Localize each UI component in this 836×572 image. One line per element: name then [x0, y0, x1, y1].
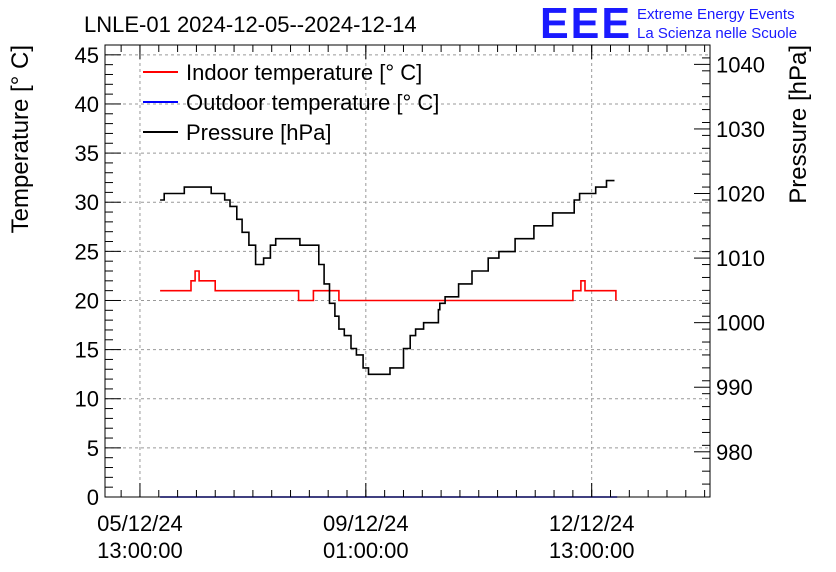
y-left-tick-label: 10: [75, 387, 99, 412]
x-tick-label-date: 12/12/24: [549, 511, 635, 536]
legend-label-indoor: Indoor temperature [° C]: [186, 60, 422, 85]
eee-logo-line2: La Scienza nelle Scuole: [637, 25, 797, 42]
y-left-tick-label: 5: [87, 436, 99, 461]
y-right-tick-label: 1030: [716, 117, 765, 142]
y-left-tick-label: 35: [75, 141, 99, 166]
y-left-tick-label: 25: [75, 239, 99, 264]
y-right-tick-label: 1000: [716, 311, 765, 336]
legend-label-pressure: Pressure [hPa]: [186, 120, 332, 145]
y-right-tick-label: 1020: [716, 182, 765, 207]
eee-logo-mark: EEE: [540, 0, 632, 48]
y-left-tick-label: 15: [75, 338, 99, 363]
legend-label-outdoor: Outdoor temperature [° C]: [186, 90, 439, 115]
chart-title: LNLE-01 2024-12-05--2024-12-14: [84, 12, 417, 37]
x-tick-label-time: 13:00:00: [97, 538, 183, 563]
y-left-tick-label: 0: [87, 485, 99, 510]
eee-logo: EEE Extreme Energy Events La Scienza nel…: [540, 0, 797, 48]
x-tick-label-date: 05/12/24: [97, 511, 183, 536]
y-right-tick-label: 1040: [716, 52, 765, 77]
x-tick-label-time: 01:00:00: [323, 538, 409, 563]
x-tick-label-date: 09/12/24: [323, 511, 409, 536]
legend: Indoor temperature [° C] Outdoor tempera…: [143, 60, 439, 145]
y-axis-right-title: Pressure [hPa]: [785, 45, 812, 204]
axes: 0 5 10 15 20 25 30 35 40 45 980 990 1000 1010 1020 1030…: [75, 43, 765, 563]
y-right-tick-label: 980: [716, 440, 753, 465]
series-layer: [160, 179, 618, 498]
y-left-tick-label: 20: [75, 288, 99, 313]
y-left-tick-label: 40: [75, 92, 99, 117]
x-tick-label-time: 13:00:00: [549, 538, 635, 563]
y-left-tick-label: 30: [75, 190, 99, 215]
eee-logo-line1: Extreme Energy Events: [637, 6, 795, 23]
series-line-indoor: [160, 270, 617, 302]
y-left-tick-label: 45: [75, 43, 99, 68]
y-right-tick-label: 1010: [716, 246, 765, 271]
y-right-tick-label: 990: [716, 375, 753, 400]
series-line-pressure: [160, 179, 615, 376]
y-axis-left-title: Temperature [° C]: [7, 45, 34, 233]
